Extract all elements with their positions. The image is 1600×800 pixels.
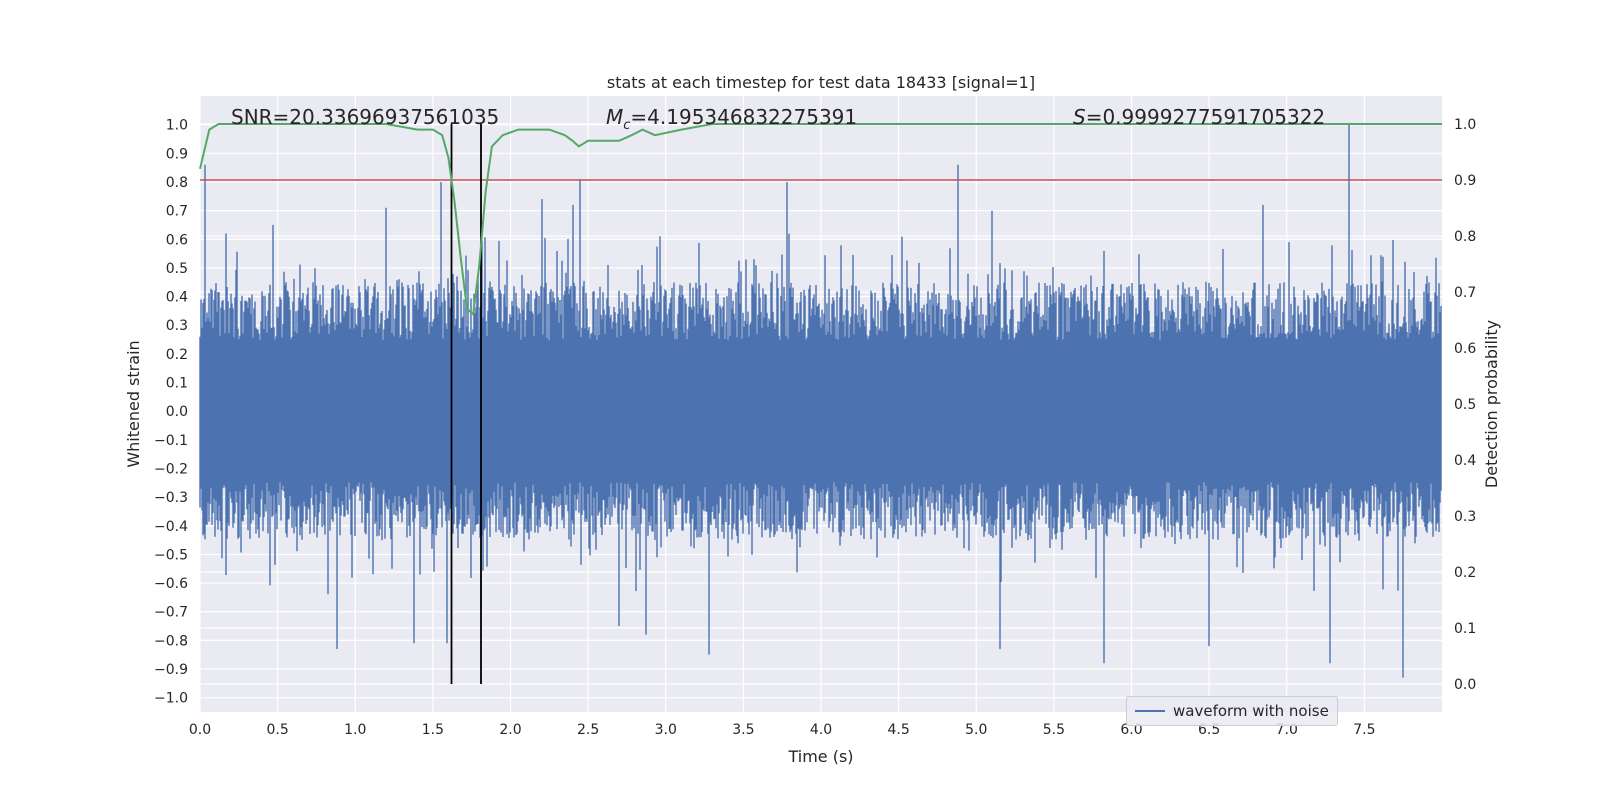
overlay-lines xyxy=(199,123,1442,684)
legend-line-swatch xyxy=(1135,710,1165,712)
x-tick-label: 3.5 xyxy=(732,722,754,738)
y-tick-labels: 1.0 0.9 0.8 0.7 0.6 0.5 0.4 0.3 0.2 0.1 0.0 −0.1 −0.… xyxy=(154,118,188,707)
chirp-mass-value: =4.195346832275391 xyxy=(630,105,857,129)
y2-tick-label: 0.3 xyxy=(1454,509,1476,525)
y2-tick-label: 0.2 xyxy=(1454,565,1476,581)
x-tick-label: 0.0 xyxy=(189,722,211,738)
y-tick-label: 0.9 xyxy=(166,146,188,162)
y2-tick-label: 0.1 xyxy=(1454,621,1476,637)
y-tick-label: −0.2 xyxy=(154,461,188,477)
legend: waveform with noise xyxy=(1126,696,1338,726)
x-tick-label: 7.0 xyxy=(1276,722,1298,738)
y2-tick-label: 1.0 xyxy=(1454,117,1476,133)
y2-tick-label: 0.8 xyxy=(1454,229,1476,245)
s-symbol: S xyxy=(1073,105,1086,129)
y-tick-label: −1.0 xyxy=(154,691,188,707)
s-annotation: S=0.9999277591705322 xyxy=(1073,105,1325,129)
x-tick-label: 1.0 xyxy=(344,722,366,738)
x-tick-label: 6.0 xyxy=(1120,722,1142,738)
y2-axis-label: Detection probability xyxy=(1482,320,1501,488)
x-tick-label: 1.5 xyxy=(422,722,444,738)
detection-probability-line xyxy=(199,123,1442,317)
x-tick-label: 0.5 xyxy=(266,722,288,738)
y-tick-label: 0.7 xyxy=(166,204,188,220)
y2-tick-label: 0.5 xyxy=(1454,397,1476,413)
x-tick-label: 7.5 xyxy=(1353,722,1375,738)
y-tick-label: 0.3 xyxy=(166,318,188,334)
x-tick-labels: 0.0 0.5 1.0 1.5 2.0 2.5 3.0 3.5 4.0 4.5 5.0 5.5 6.0 6… xyxy=(189,722,1376,738)
y-tick-label: −0.1 xyxy=(154,433,188,449)
y2-tick-label: 0.4 xyxy=(1454,453,1476,469)
y-tick-label: 0.0 xyxy=(166,404,188,420)
y-tick-label: −0.5 xyxy=(154,547,188,563)
y-tick-label: 0.6 xyxy=(166,232,188,248)
y-axis-label: Whitened strain xyxy=(124,340,143,467)
y-tick-label: −0.7 xyxy=(154,605,188,621)
y-tick-label: 0.1 xyxy=(166,376,188,392)
y-tick-label: 0.5 xyxy=(166,261,188,277)
y-tick-label: −0.9 xyxy=(154,662,188,678)
y2-tick-label: 0.9 xyxy=(1454,173,1476,189)
legend-label: waveform with noise xyxy=(1173,702,1329,720)
chirp-mass-subscript: c xyxy=(623,118,630,133)
x-tick-label: 3.0 xyxy=(655,722,677,738)
chirp-mass-annotation: Mc=4.195346832275391 xyxy=(606,105,857,133)
x-tick-label: 6.5 xyxy=(1198,722,1220,738)
x-tick-label: 2.5 xyxy=(577,722,599,738)
x-axis-label: Time (s) xyxy=(787,747,853,766)
chart-title: stats at each timestep for test data 184… xyxy=(607,73,1035,92)
chirp-mass-symbol: M xyxy=(606,105,623,129)
y2-tick-label: 0.7 xyxy=(1454,285,1476,301)
y-tick-label: 1.0 xyxy=(166,118,188,134)
y-tick-label: 0.2 xyxy=(166,347,188,363)
y-tick-label: 0.8 xyxy=(166,175,188,191)
x-tick-label: 5.0 xyxy=(965,722,987,738)
s-value: =0.9999277591705322 xyxy=(1086,105,1325,129)
x-tick-label: 4.0 xyxy=(810,722,832,738)
snr-annotation: SNR=20.33696937561035 xyxy=(231,105,499,129)
y-tick-label: −0.3 xyxy=(154,490,188,506)
x-tick-label: 4.5 xyxy=(887,722,909,738)
y-tick-label: −0.4 xyxy=(154,519,188,535)
y2-tick-label: 0.6 xyxy=(1454,341,1476,357)
y2-tick-labels: 1.0 0.9 0.8 0.7 0.6 0.5 0.4 0.3 0.2 0.1 0.0 xyxy=(1454,117,1476,693)
x-tick-label: 2.0 xyxy=(499,722,521,738)
x-tick-label: 5.5 xyxy=(1043,722,1065,738)
y-tick-label: −0.6 xyxy=(154,576,188,592)
y-tick-label: 0.4 xyxy=(166,290,188,306)
y-tick-label: −0.8 xyxy=(154,633,188,649)
y2-tick-label: 0.0 xyxy=(1454,677,1476,693)
